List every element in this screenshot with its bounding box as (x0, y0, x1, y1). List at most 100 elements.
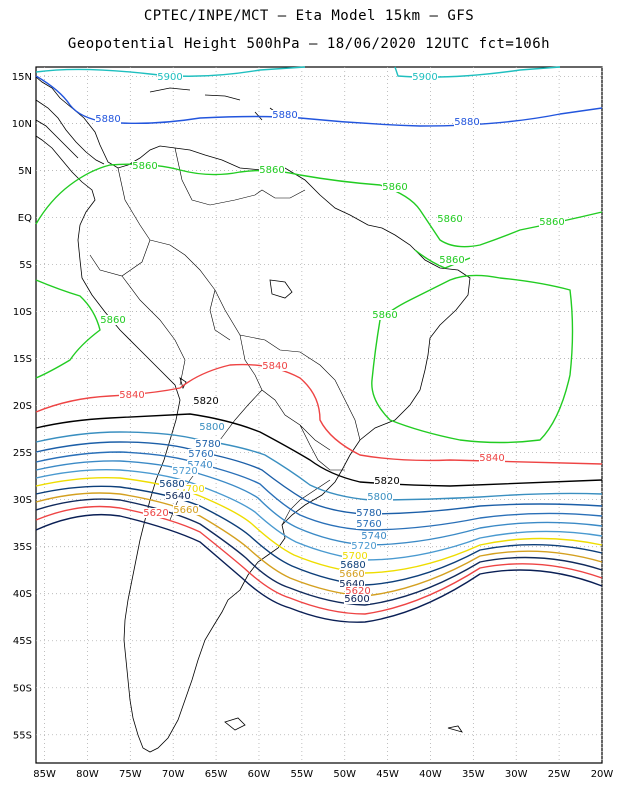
contour-label-5840: 5840 (262, 361, 287, 372)
contour-5680 (35, 485, 603, 586)
contour-5880 (35, 75, 603, 127)
central-america-coast (35, 99, 105, 165)
south-america-coast (35, 76, 471, 753)
contour-label-bg (195, 439, 221, 449)
lat-label: 5N (18, 166, 32, 177)
lon-label: 80W (76, 769, 99, 780)
contour-label-5740: 5740 (361, 531, 386, 542)
contour-label-bg (165, 491, 191, 501)
contour-label-bg (187, 460, 213, 470)
contour-5740 (35, 460, 603, 546)
contour-label-5860: 5860 (539, 217, 564, 228)
lon-label: 60W (248, 769, 271, 780)
contour-label-bg (179, 484, 205, 494)
contour-label-bg (100, 315, 126, 325)
contour-label-5720: 5720 (351, 541, 376, 552)
contour-label-bg (95, 114, 121, 124)
contour-5720 (35, 468, 603, 561)
contour-5660 (35, 492, 603, 597)
contour-label-bg (259, 165, 285, 175)
contour-5600 (35, 513, 603, 623)
contour-label-5880: 5880 (454, 117, 479, 128)
contour-label-5820: 5820 (193, 396, 218, 407)
contour-label-5660: 5660 (173, 505, 198, 516)
contour-lines (35, 66, 603, 623)
contour-label-bg (372, 310, 398, 320)
contour-label-bg (339, 579, 365, 589)
map-title-line2: Geopotential Height 500hPa – 18/06/2020 … (67, 36, 551, 52)
coastlines (35, 76, 471, 753)
lat-label: 30S (13, 495, 32, 506)
lon-label: 35W (462, 769, 485, 780)
lat-label: 20S (13, 401, 32, 412)
longitude-labels: 85W 80W 75W 70W 65W 60W 55W 50W 45W 40W 35W 30W 25W 2… (33, 769, 613, 780)
lon-label: 50W (333, 769, 356, 780)
falkland-islands (224, 717, 246, 731)
contour-label-bg (188, 449, 214, 459)
contour-5860 (35, 163, 603, 444)
lat-label: 35S (13, 542, 32, 553)
contour-label-5620: 5620 (345, 586, 370, 597)
contour-label-bg (143, 508, 169, 518)
contour-label-5860: 5860 (259, 165, 284, 176)
lon-label: 25W (548, 769, 571, 780)
contour-label-5900: 5900 (412, 72, 437, 83)
contour-label-bg (132, 161, 158, 171)
lat-label: 40S (13, 589, 32, 600)
contour-label-bg (345, 586, 371, 596)
contour-label-bg (412, 72, 438, 82)
lon-label: 40W (419, 769, 442, 780)
contour-label-bg (437, 214, 463, 224)
contour-label-5800: 5800 (367, 492, 392, 503)
contour-label-5620: 5620 (143, 508, 168, 519)
contour-label-bg (539, 217, 565, 227)
contour-label-bg (272, 110, 298, 120)
contour-label-5600: 5600 (344, 594, 369, 605)
contour-label-bg (351, 541, 377, 551)
lat-label: EQ (18, 213, 32, 224)
lon-label: 75W (119, 769, 142, 780)
contour-label-5780: 5780 (356, 508, 381, 519)
marajo-island (269, 279, 293, 299)
contour-label-5800: 5800 (199, 422, 224, 433)
lon-label: 85W (33, 769, 56, 780)
contour-label-bg (374, 476, 400, 486)
contour-label-bg (344, 594, 370, 604)
contour-label-5860: 5860 (437, 214, 462, 225)
contour-label-5860: 5860 (132, 161, 157, 172)
caribbean-islands (149, 87, 279, 121)
contour-label-5820: 5820 (374, 476, 399, 487)
contour-label-5700: 5700 (342, 551, 367, 562)
contour-label-5680: 5680 (159, 479, 184, 490)
lat-label: 15S (13, 354, 32, 365)
contour-label-bg (340, 560, 366, 570)
contour-label-bg (157, 72, 183, 82)
contour-5640 (35, 498, 603, 606)
contour-label-bg (439, 255, 465, 265)
contour-label-bg (172, 466, 198, 476)
contour-label-5760: 5760 (356, 519, 381, 530)
contour-label-5640: 5640 (339, 579, 364, 590)
lon-label: 70W (162, 769, 185, 780)
map-frame (35, 66, 603, 764)
contour-label-bg (199, 422, 225, 432)
contour-label-bg (361, 531, 387, 541)
lat-label: 15N (12, 72, 32, 83)
south-georgia (447, 725, 463, 733)
contour-label-bg (119, 390, 145, 400)
contour-5900 (35, 66, 561, 78)
contour-label-bg (173, 505, 199, 515)
lat-label: 10S (13, 307, 32, 318)
lat-label: 55S (13, 730, 32, 741)
contour-label-5760: 5760 (188, 449, 213, 460)
contour-label-bg (193, 396, 219, 406)
contour-label-bg (479, 453, 505, 463)
contour-label-5640: 5640 (165, 491, 190, 502)
contour-label-5720: 5720 (172, 466, 197, 477)
contour-label-5700: 5700 (179, 484, 204, 495)
lon-label: 45W (376, 769, 399, 780)
map-title-line1: CPTEC/INPE/MCT – Eta Model 15km – GFS (143, 8, 475, 24)
graticule (36, 67, 603, 763)
contour-label-bg (454, 117, 480, 127)
